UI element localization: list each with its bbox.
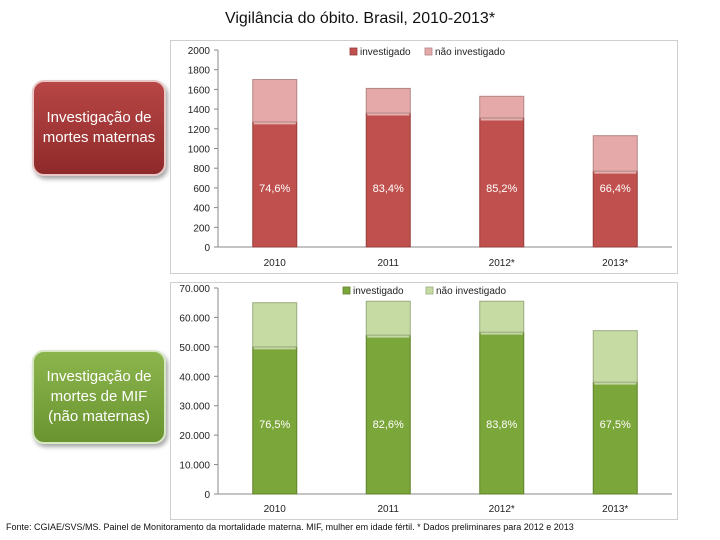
- mif-legend-label: não investigado: [436, 286, 506, 297]
- mif-x-tick-label: 2011: [377, 504, 399, 515]
- mif-y-tick-label: 70.000: [179, 284, 210, 295]
- mif-legend-label: investigado: [353, 286, 404, 297]
- maternal-bar-investigado: [365, 112, 411, 248]
- maternal-y-tick-label: 200: [193, 223, 210, 234]
- maternal-y-tick-label: 2000: [188, 46, 211, 57]
- maternal-bar-investigado: [592, 170, 638, 248]
- mif-y-tick-label: 60.000: [179, 313, 210, 324]
- mif-bar-nao-investigado: [479, 300, 525, 333]
- maternal-x-tick-label: 2010: [264, 258, 287, 269]
- mif-x-tick-label: 2010: [264, 504, 287, 515]
- maternal-bar-nao-investigado: [252, 79, 298, 123]
- maternal-deaths-label: Investigação de mortes maternas: [32, 80, 166, 176]
- maternal-bar-nao-investigado: [365, 87, 411, 114]
- maternal-y-tick-label: 1600: [188, 85, 211, 96]
- mif-legend-swatch: [342, 286, 351, 295]
- mif-y-tick-label: 0: [204, 490, 210, 501]
- maternal-data-label: 85,2%: [486, 183, 517, 195]
- mif-y-tick-label: 10.000: [179, 461, 210, 472]
- mif-legend-swatch: [425, 286, 434, 295]
- mif-bar-nao-investigado: [592, 330, 638, 383]
- mif-data-label: 67,5%: [600, 419, 631, 431]
- maternal-x-tick-label: 2012*: [489, 258, 515, 269]
- mif-x-tick-label: 2012*: [489, 504, 515, 515]
- mif-deaths-label: Investigação de mortes de MIF (não mater…: [32, 350, 166, 444]
- footnote: Fonte: CGIAE/SVS/MS. Painel de Monitoram…: [6, 522, 574, 532]
- maternal-y-tick-label: 1200: [188, 125, 211, 136]
- mif-bar-nao-investigado: [365, 300, 411, 336]
- mif-y-tick-label: 20.000: [179, 431, 210, 442]
- maternal-data-label: 66,4%: [600, 183, 631, 195]
- maternal-y-tick-label: 1000: [188, 145, 211, 156]
- mif-data-label: 82,6%: [373, 419, 404, 431]
- maternal-data-label: 83,4%: [373, 183, 404, 195]
- mif-x-tick-label: 2013*: [602, 504, 628, 515]
- mif-deaths-label-text: Investigação de mortes de MIF (não mater…: [46, 368, 152, 425]
- mif-bar-investigado: [479, 331, 525, 495]
- maternal-bar-nao-investigado: [479, 95, 525, 119]
- mif-data-label: 76,5%: [259, 419, 290, 431]
- maternal-x-tick-label: 2011: [377, 258, 399, 269]
- maternal-legend-label: não investigado: [435, 47, 505, 58]
- maternal-bar-nao-investigado: [592, 135, 638, 172]
- maternal-y-tick-label: 400: [193, 204, 210, 215]
- maternal-deaths-label-text: Investigação de mortes maternas: [42, 109, 156, 146]
- mif-y-tick-label: 40.000: [179, 372, 210, 383]
- mif-bar-investigado: [592, 381, 638, 495]
- maternal-y-tick-label: 600: [193, 184, 210, 195]
- maternal-data-label: 74,6%: [259, 183, 290, 195]
- mif-bar-investigado: [365, 334, 411, 495]
- maternal-x-tick-label: 2013*: [602, 258, 628, 269]
- maternal-y-tick-label: 1400: [188, 105, 211, 116]
- maternal-legend-swatch: [424, 47, 433, 56]
- mif-y-tick-label: 30.000: [179, 402, 210, 413]
- mif-bar-nao-investigado: [252, 302, 298, 348]
- maternal-y-tick-label: 0: [204, 243, 210, 254]
- mif-data-label: 83,8%: [486, 419, 517, 431]
- maternal-bar-investigado: [252, 121, 298, 248]
- mif-y-tick-label: 50.000: [179, 343, 210, 354]
- maternal-legend-label: investigado: [360, 47, 411, 58]
- maternal-legend-swatch: [349, 47, 358, 56]
- maternal-y-tick-label: 1800: [188, 66, 211, 77]
- page-title: Vigilância do óbito. Brasil, 2010-2013*: [224, 10, 496, 27]
- maternal-y-tick-label: 800: [193, 164, 210, 175]
